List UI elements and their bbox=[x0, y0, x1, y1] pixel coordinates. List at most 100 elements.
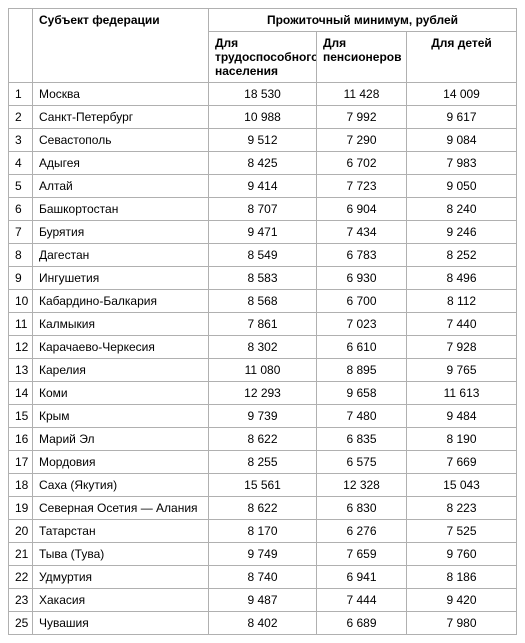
cell-pens: 9 658 bbox=[317, 382, 407, 405]
table-row: 16Марий Эл8 6226 8358 190 bbox=[9, 428, 517, 451]
table-row: 21Тыва (Тува)9 7497 6599 760 bbox=[9, 543, 517, 566]
cell-subject: Калмыкия bbox=[33, 313, 209, 336]
cell-subject: Севастополь bbox=[33, 129, 209, 152]
cell-pens: 7 023 bbox=[317, 313, 407, 336]
cell-child: 14 009 bbox=[407, 83, 517, 106]
cell-subject: Москва bbox=[33, 83, 209, 106]
cell-child: 8 252 bbox=[407, 244, 517, 267]
cell-index: 3 bbox=[9, 129, 33, 152]
cell-subject: Хакасия bbox=[33, 589, 209, 612]
cell-able: 12 293 bbox=[209, 382, 317, 405]
cell-subject: Карачаево-Черкесия bbox=[33, 336, 209, 359]
cell-child: 7 669 bbox=[407, 451, 517, 474]
cell-pens: 7 723 bbox=[317, 175, 407, 198]
cell-able: 10 988 bbox=[209, 106, 317, 129]
table-row: 14Коми12 2939 65811 613 bbox=[9, 382, 517, 405]
col-child-header: Для детей bbox=[407, 32, 517, 83]
cell-subject: Карелия bbox=[33, 359, 209, 382]
table-row: 18Саха (Якутия)15 56112 32815 043 bbox=[9, 474, 517, 497]
subsistence-minimum-table: Субъект федерации Прожиточный минимум, р… bbox=[8, 8, 517, 635]
cell-child: 9 760 bbox=[407, 543, 517, 566]
cell-pens: 8 895 bbox=[317, 359, 407, 382]
table-row: 1Москва18 53011 42814 009 bbox=[9, 83, 517, 106]
cell-index: 8 bbox=[9, 244, 33, 267]
col-subject-header: Субъект федерации bbox=[33, 9, 209, 83]
cell-pens: 6 904 bbox=[317, 198, 407, 221]
col-index-header bbox=[9, 9, 33, 83]
cell-able: 8 549 bbox=[209, 244, 317, 267]
cell-subject: Ингушетия bbox=[33, 267, 209, 290]
table-row: 4Адыгея8 4256 7027 983 bbox=[9, 152, 517, 175]
cell-subject: Санкт-Петербург bbox=[33, 106, 209, 129]
cell-able: 15 561 bbox=[209, 474, 317, 497]
cell-index: 7 bbox=[9, 221, 33, 244]
cell-index: 6 bbox=[9, 198, 33, 221]
table-row: 20Татарстан8 1706 2767 525 bbox=[9, 520, 517, 543]
cell-index: 9 bbox=[9, 267, 33, 290]
table-row: 5Алтай9 4147 7239 050 bbox=[9, 175, 517, 198]
cell-able: 8 568 bbox=[209, 290, 317, 313]
cell-index: 25 bbox=[9, 612, 33, 635]
cell-index: 13 bbox=[9, 359, 33, 382]
table-row: 19Северная Осетия — Алания8 6226 8308 22… bbox=[9, 497, 517, 520]
cell-index: 11 bbox=[9, 313, 33, 336]
cell-index: 17 bbox=[9, 451, 33, 474]
cell-pens: 7 290 bbox=[317, 129, 407, 152]
cell-child: 8 240 bbox=[407, 198, 517, 221]
cell-subject: Татарстан bbox=[33, 520, 209, 543]
table-row: 12Карачаево-Черкесия8 3026 6107 928 bbox=[9, 336, 517, 359]
cell-child: 7 983 bbox=[407, 152, 517, 175]
cell-able: 8 302 bbox=[209, 336, 317, 359]
cell-subject: Чувашия bbox=[33, 612, 209, 635]
table-row: 17Мордовия8 2556 5757 669 bbox=[9, 451, 517, 474]
cell-child: 9 246 bbox=[407, 221, 517, 244]
cell-pens: 12 328 bbox=[317, 474, 407, 497]
cell-child: 8 496 bbox=[407, 267, 517, 290]
cell-subject: Мордовия bbox=[33, 451, 209, 474]
cell-pens: 6 835 bbox=[317, 428, 407, 451]
cell-able: 9 471 bbox=[209, 221, 317, 244]
cell-index: 22 bbox=[9, 566, 33, 589]
cell-pens: 7 659 bbox=[317, 543, 407, 566]
cell-able: 11 080 bbox=[209, 359, 317, 382]
cell-pens: 7 992 bbox=[317, 106, 407, 129]
cell-child: 15 043 bbox=[407, 474, 517, 497]
cell-pens: 7 480 bbox=[317, 405, 407, 428]
cell-index: 15 bbox=[9, 405, 33, 428]
cell-pens: 6 276 bbox=[317, 520, 407, 543]
cell-able: 18 530 bbox=[209, 83, 317, 106]
cell-subject: Алтай bbox=[33, 175, 209, 198]
cell-pens: 6 941 bbox=[317, 566, 407, 589]
cell-subject: Удмуртия bbox=[33, 566, 209, 589]
cell-able: 8 425 bbox=[209, 152, 317, 175]
cell-child: 8 190 bbox=[407, 428, 517, 451]
cell-index: 18 bbox=[9, 474, 33, 497]
cell-index: 16 bbox=[9, 428, 33, 451]
cell-child: 8 112 bbox=[407, 290, 517, 313]
cell-able: 9 414 bbox=[209, 175, 317, 198]
table-row: 8Дагестан8 5496 7838 252 bbox=[9, 244, 517, 267]
cell-able: 8 622 bbox=[209, 497, 317, 520]
cell-index: 4 bbox=[9, 152, 33, 175]
cell-able: 8 707 bbox=[209, 198, 317, 221]
cell-able: 8 583 bbox=[209, 267, 317, 290]
cell-index: 1 bbox=[9, 83, 33, 106]
cell-index: 23 bbox=[9, 589, 33, 612]
cell-subject: Кабардино-Балкария bbox=[33, 290, 209, 313]
cell-subject: Марий Эл bbox=[33, 428, 209, 451]
cell-child: 8 186 bbox=[407, 566, 517, 589]
table-row: 9Ингушетия8 5836 9308 496 bbox=[9, 267, 517, 290]
cell-child: 7 440 bbox=[407, 313, 517, 336]
table-row: 15Крым9 7397 4809 484 bbox=[9, 405, 517, 428]
cell-pens: 7 434 bbox=[317, 221, 407, 244]
table-row: 10Кабардино-Балкария8 5686 7008 112 bbox=[9, 290, 517, 313]
cell-child: 11 613 bbox=[407, 382, 517, 405]
table-row: 6Башкортостан8 7076 9048 240 bbox=[9, 198, 517, 221]
cell-able: 7 861 bbox=[209, 313, 317, 336]
cell-child: 9 617 bbox=[407, 106, 517, 129]
cell-able: 9 749 bbox=[209, 543, 317, 566]
cell-index: 2 bbox=[9, 106, 33, 129]
cell-subject: Саха (Якутия) bbox=[33, 474, 209, 497]
cell-subject: Дагестан bbox=[33, 244, 209, 267]
table-row: 11Калмыкия7 8617 0237 440 bbox=[9, 313, 517, 336]
